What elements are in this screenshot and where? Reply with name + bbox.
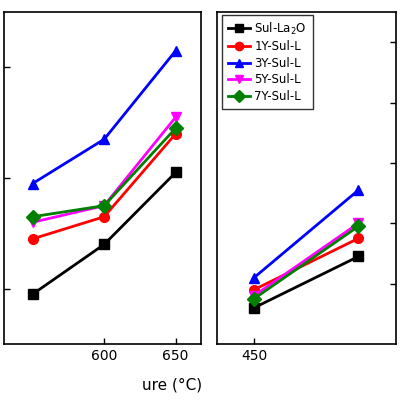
1Y-Sul-L	[356, 236, 361, 241]
5Y-Sul-L	[252, 293, 256, 298]
7Y-Sul-L	[356, 224, 361, 229]
Line: Sul-La$_2$O: Sul-La$_2$O	[249, 252, 363, 313]
Line: 5Y-Sul-L: 5Y-Sul-L	[249, 218, 363, 300]
Line: 7Y-Sul-L: 7Y-Sul-L	[249, 222, 363, 304]
5Y-Sul-L	[356, 221, 361, 226]
1Y-Sul-L	[252, 287, 256, 292]
Text: ure (°C): ure (°C)	[142, 377, 202, 392]
Sul-La$_2$O	[252, 305, 256, 310]
7Y-Sul-L	[252, 296, 256, 301]
Line: 1Y-Sul-L: 1Y-Sul-L	[249, 234, 363, 294]
3Y-Sul-L	[252, 275, 256, 280]
3Y-Sul-L	[356, 188, 361, 192]
Line: 3Y-Sul-L: 3Y-Sul-L	[249, 185, 363, 282]
Legend: Sul-La$_2$O, 1Y-Sul-L, 3Y-Sul-L, 5Y-Sul-L, 7Y-Sul-L: Sul-La$_2$O, 1Y-Sul-L, 3Y-Sul-L, 5Y-Sul-…	[222, 14, 313, 109]
Sul-La$_2$O	[356, 254, 361, 259]
